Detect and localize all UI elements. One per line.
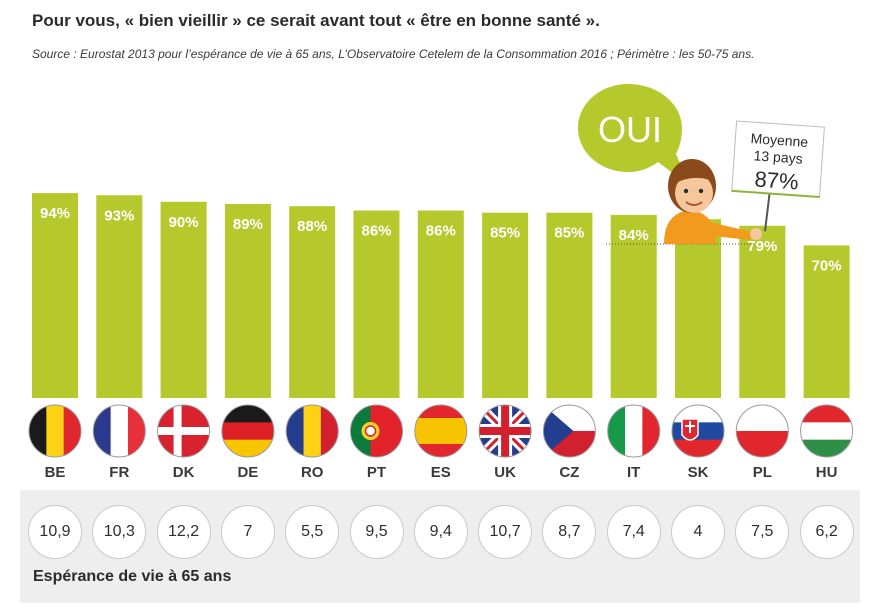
bar-value-label: 84% [619,227,649,244]
country-label: DK [173,464,195,481]
bar-value-label: 88% [297,218,327,235]
sign-value: 87% [754,166,800,194]
bars-group: 94% BE 93% FR 90% DK 89% DE 88% RO 86% PT 86% ES 85% UK… [32,193,850,481]
poland-flag-icon [735,404,789,458]
bar-value-label: 85% [490,225,520,242]
bar-value-label: 85% [554,225,584,242]
country-label: PT [367,464,386,481]
country-label: RO [301,464,324,481]
callout-group: OUI Moyenne 13 pays 87% [578,84,825,245]
uk-flag-icon [478,404,532,458]
bar-value-label: 70% [812,257,842,274]
life-expectancy-value: 7,4 [606,505,661,559]
bar-hu [803,245,850,398]
hungary-flag-icon [800,404,854,458]
romania-flag-icon [285,404,339,458]
country-label: FR [109,464,129,481]
average-sign: Moyenne 13 pays 87% [731,120,825,232]
bar-pl [739,225,786,398]
czech-flag-icon [542,404,596,458]
country-label: DE [237,464,258,481]
life-expectancy-value: 10,7 [478,505,533,559]
life-expectancy-value: 10,9 [28,505,82,559]
country-label: HU [816,464,838,481]
bar-uk [482,212,529,398]
germany-flag-icon [221,404,275,458]
bar-value-label: 79% [747,238,777,255]
country-label: ES [431,464,451,481]
country-label: SK [688,464,709,481]
sign-line1: Moyenne [750,130,809,150]
bar-es [417,210,464,398]
bar-it [610,214,657,398]
country-label: CZ [559,464,579,481]
flags-group [28,404,854,458]
character-illustration [664,159,762,244]
spain-flag-icon [414,404,468,458]
bar-value-label: 89% [233,216,263,233]
bar-value-label: 93% [104,207,134,224]
france-flag-icon [92,404,146,458]
life-expectancy-value: 8,7 [542,505,597,559]
life-expectancy-value: 7 [220,505,275,559]
bar-fr [96,195,143,398]
life-expectancy-value: 9,4 [413,505,468,559]
life-expectancy-value: 4 [671,505,725,559]
life-expectancy-value: 10,3 [92,505,147,559]
slovakia-flag-icon [671,404,725,458]
denmark-flag-icon [157,404,211,458]
italy-flag-icon [607,404,661,458]
country-label: PL [753,464,772,481]
life-expectancy-value: 9,5 [349,505,404,559]
life-expectancy-label: Espérance de vie à 65 ans [33,568,232,585]
bar-value-label: 86% [361,223,391,240]
life-expectancy-value: 6,2 [799,505,854,559]
chart-title: Pour vous, « bien vieillir » ce serait a… [32,11,600,30]
country-label: BE [45,464,66,481]
belgium-flag-icon [28,404,82,458]
chart-source: Source : Eurostat 2013 pour l’espérance … [32,47,755,61]
country-label: IT [627,464,640,481]
speech-bubble [578,84,690,186]
life-expectancy-value: 12,2 [156,505,211,559]
bar-dk [160,201,207,398]
bar-value-label: 90% [169,214,199,231]
bar-be [32,193,78,398]
bar-pt [353,210,400,398]
bar-sk [675,219,721,398]
bar-cz [546,212,593,398]
sign-line2: 13 pays [753,147,803,166]
country-label: UK [494,464,516,481]
bar-de [224,203,271,398]
life-expectancy-value: 5,5 [285,505,340,559]
bar-value-label: 94% [40,205,70,222]
portugal-flag-icon [350,404,403,458]
life-expectancy-value: 7,5 [735,505,790,559]
bar-value-label: 86% [426,223,456,240]
bar-ro [289,206,336,398]
bubble-text: OUI [598,109,662,150]
